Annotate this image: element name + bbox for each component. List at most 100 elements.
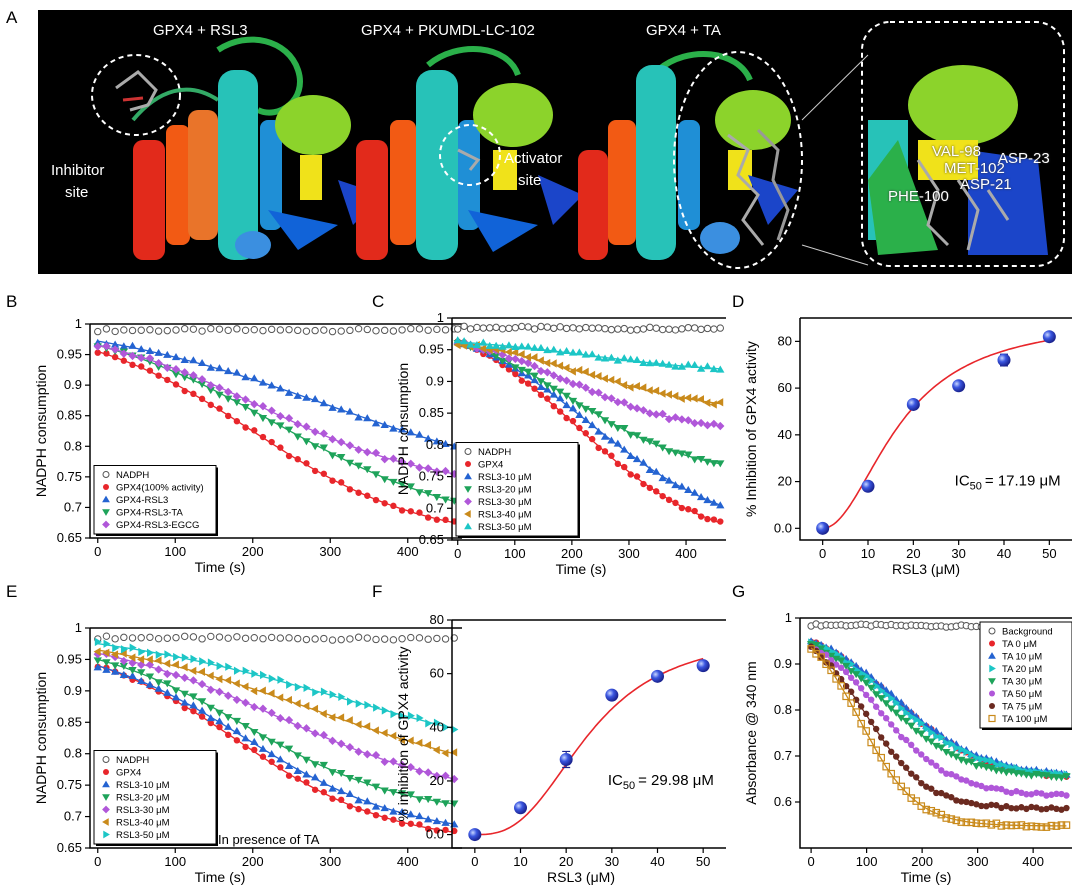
data-point	[371, 419, 381, 427]
data-point	[337, 770, 346, 778]
data-point	[1058, 806, 1065, 813]
y-axis-label: NADPH consumption	[33, 365, 49, 497]
data-point	[120, 633, 128, 642]
data-point	[371, 751, 381, 760]
data-point	[822, 660, 830, 669]
data-point	[883, 690, 891, 699]
x-tick-label: 50	[696, 854, 710, 869]
data-point	[399, 711, 407, 721]
data-point	[293, 699, 301, 708]
data-point	[639, 436, 648, 444]
x-tick-label: 300	[618, 546, 640, 561]
data-point	[1017, 821, 1026, 829]
data-point	[978, 802, 985, 810]
data-point	[607, 375, 615, 385]
data-point	[145, 660, 155, 669]
data-point	[406, 791, 415, 799]
legend-label: RSL3-10 μM	[478, 472, 532, 483]
data-point	[310, 395, 320, 403]
data-point	[110, 650, 119, 659]
data-point	[505, 324, 513, 333]
data-point	[691, 507, 698, 515]
legend-label: GPX4	[116, 768, 141, 779]
data-point	[607, 353, 616, 361]
data-point	[224, 722, 233, 730]
data-point	[652, 358, 661, 366]
data-point	[267, 406, 276, 415]
panel-label-c: C	[372, 292, 385, 311]
data-point	[319, 444, 328, 452]
data-point	[608, 452, 615, 459]
data-point	[710, 516, 718, 523]
data-point	[684, 323, 692, 332]
data-point	[206, 714, 215, 722]
data-point	[556, 388, 565, 396]
data-point	[276, 755, 285, 763]
data-point	[284, 745, 294, 753]
data-point	[658, 389, 666, 398]
data-point	[671, 326, 680, 334]
data-point	[620, 324, 628, 333]
ic50-annotation: IC50 = 17.19 μM	[955, 473, 1061, 493]
data-point	[963, 798, 970, 806]
data-point	[216, 723, 223, 731]
data-point	[703, 324, 712, 333]
data-point	[498, 350, 507, 359]
data-point	[442, 826, 449, 834]
y-tick-label: 0.0	[774, 520, 792, 535]
data-point	[1063, 804, 1070, 812]
data-point	[1047, 821, 1056, 830]
data-point	[1053, 805, 1060, 813]
data-point	[128, 653, 136, 662]
data-point	[963, 747, 971, 757]
data-point	[207, 719, 214, 727]
data-point	[562, 363, 570, 373]
data-point	[259, 433, 267, 441]
x-tick-label: 0	[94, 544, 101, 559]
data-point	[1022, 822, 1031, 831]
data-point	[923, 755, 930, 763]
data-point	[389, 478, 398, 486]
panel-label-d: D	[732, 292, 745, 311]
data-point	[837, 682, 845, 690]
data-point	[491, 352, 501, 360]
x-axis-label: Time (s)	[901, 869, 952, 885]
data-point	[576, 424, 583, 432]
data-point	[652, 440, 661, 448]
data-point	[241, 395, 250, 404]
data-point	[424, 326, 432, 334]
data-point	[556, 361, 564, 370]
y-tick-label: 0.85	[419, 405, 444, 420]
data-point	[310, 773, 320, 781]
fit-curve	[474, 657, 704, 836]
data-point	[696, 493, 706, 501]
data-point	[1033, 804, 1040, 811]
legend-marker	[102, 471, 110, 478]
data-point	[862, 727, 870, 735]
data-point	[504, 347, 512, 357]
data-point	[677, 450, 687, 458]
data-point	[677, 362, 687, 370]
data-point	[614, 325, 622, 333]
data-point	[952, 379, 966, 393]
data-point	[346, 697, 355, 706]
data-point	[284, 695, 292, 705]
data-point	[207, 324, 215, 333]
data-point	[887, 705, 896, 713]
data-point	[372, 811, 380, 819]
data-point	[537, 391, 545, 399]
data-point	[716, 460, 725, 468]
data-point	[684, 485, 693, 493]
data-point	[303, 460, 310, 467]
data-point	[442, 516, 449, 524]
data-point	[286, 680, 294, 689]
data-point	[415, 812, 424, 820]
data-point	[1018, 804, 1025, 811]
data-point	[703, 458, 712, 466]
data-point	[893, 698, 901, 708]
x-tick-label: 30	[605, 854, 619, 869]
data-point	[953, 797, 960, 804]
x-tick-label: 100	[164, 544, 186, 559]
data-point	[882, 700, 891, 708]
